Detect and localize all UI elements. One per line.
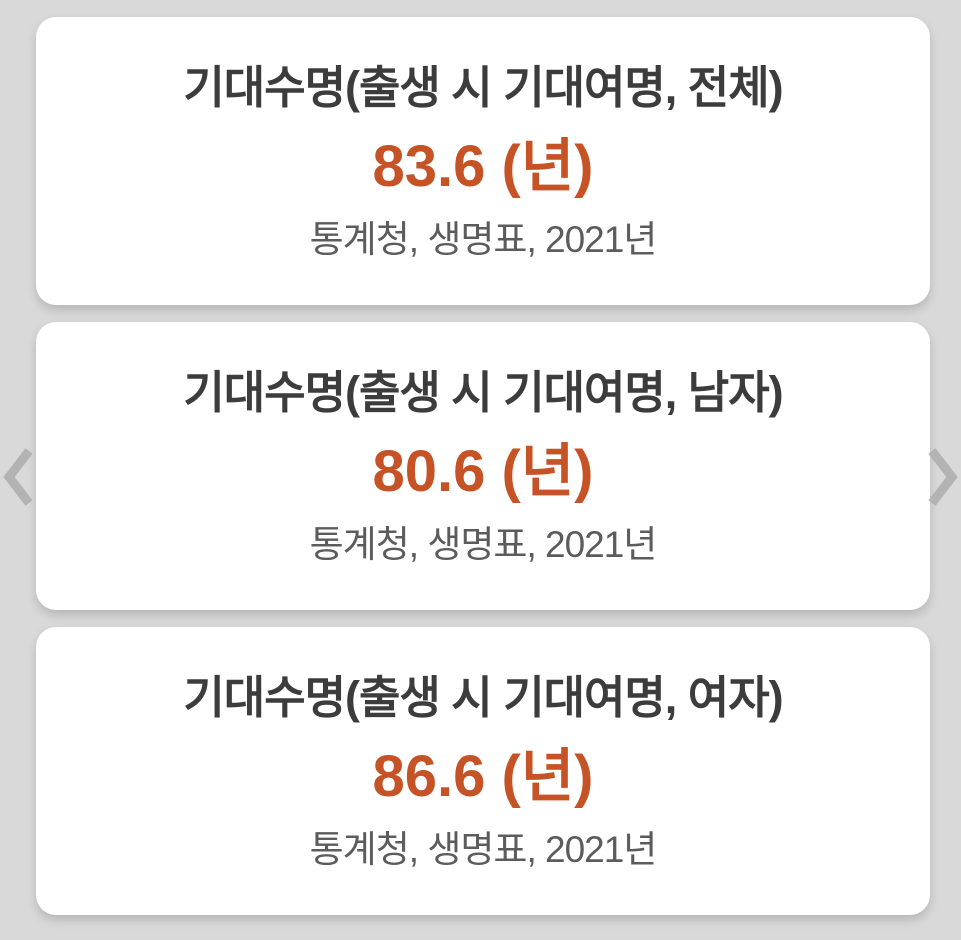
- indicator-card-list: 기대수명(출생 시 기대여명, 전체) 83.6 (년) 통계청, 생명표, 2…: [36, 17, 930, 915]
- chevron-left-icon: [3, 448, 33, 506]
- indicator-value: 86.6 (년): [372, 744, 594, 809]
- indicator-source: 통계청, 생명표, 2021년: [309, 219, 658, 260]
- indicator-card-total[interactable]: 기대수명(출생 시 기대여명, 전체) 83.6 (년) 통계청, 생명표, 2…: [36, 17, 930, 305]
- carousel-next-button[interactable]: [925, 443, 961, 511]
- indicator-source: 통계청, 생명표, 2021년: [309, 524, 658, 565]
- indicator-title: 기대수명(출생 시 기대여명, 여자): [183, 672, 783, 723]
- indicator-source: 통계청, 생명표, 2021년: [309, 829, 658, 870]
- indicator-title: 기대수명(출생 시 기대여명, 전체): [183, 62, 783, 113]
- chevron-right-icon: [928, 448, 958, 506]
- indicator-card-male[interactable]: 기대수명(출생 시 기대여명, 남자) 80.6 (년) 통계청, 생명표, 2…: [36, 322, 930, 610]
- indicator-value: 80.6 (년): [372, 439, 594, 504]
- indicator-value: 83.6 (년): [372, 134, 594, 199]
- indicator-card-female[interactable]: 기대수명(출생 시 기대여명, 여자) 86.6 (년) 통계청, 생명표, 2…: [36, 627, 930, 915]
- carousel-prev-button[interactable]: [0, 443, 36, 511]
- indicator-title: 기대수명(출생 시 기대여명, 남자): [183, 367, 783, 418]
